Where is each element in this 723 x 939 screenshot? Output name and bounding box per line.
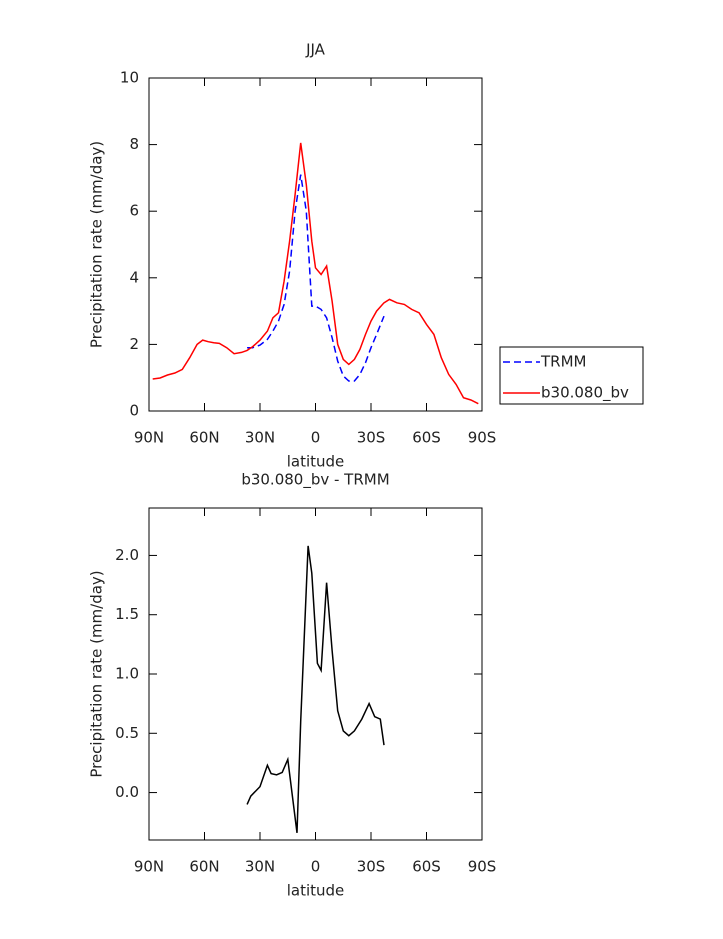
x-tick-label: 60S xyxy=(412,858,441,876)
y-tick-label: 8 xyxy=(129,135,139,153)
legend-label: b30.080_bv xyxy=(541,384,629,403)
x-tick-label: 0 xyxy=(311,429,321,447)
chart-title: JJA xyxy=(305,41,326,59)
legend-label: TRMM xyxy=(540,353,586,371)
x-tick-label: 30S xyxy=(357,429,386,447)
series-line xyxy=(152,142,479,405)
x-tick-label: 90N xyxy=(134,858,164,876)
x-tick-label: 60S xyxy=(412,429,441,447)
plot-frame xyxy=(148,77,483,412)
x-tick-label: 60N xyxy=(189,858,219,876)
x-tick-label: 90N xyxy=(134,429,164,447)
y-tick-label: 6 xyxy=(129,202,139,220)
x-tick-label: 30N xyxy=(245,429,275,447)
chart-title: b30.080_bv - TRMM xyxy=(241,471,389,490)
y-tick-label: 0.0 xyxy=(115,783,139,801)
x-tick-label: 90S xyxy=(468,429,497,447)
x-axis-label: latitude xyxy=(287,453,345,471)
series-line xyxy=(247,174,385,382)
difference-line xyxy=(246,545,385,833)
y-axis-label: Precipitation rate (mm/day) xyxy=(88,570,106,777)
y-tick-label: 4 xyxy=(129,268,139,286)
x-tick-label: 30S xyxy=(357,858,386,876)
y-axis-label: Precipitation rate (mm/day) xyxy=(88,141,106,348)
plot-frame xyxy=(148,507,483,841)
y-tick-label: 0.5 xyxy=(115,724,139,742)
x-tick-label: 60N xyxy=(189,429,219,447)
x-axis-label: latitude xyxy=(287,882,345,900)
y-tick-label: 2 xyxy=(129,335,139,353)
y-tick-label: 2.0 xyxy=(115,546,139,564)
legend-box xyxy=(499,346,644,405)
y-tick-label: 10 xyxy=(120,69,139,87)
y-tick-label: 0 xyxy=(129,402,139,420)
x-tick-label: 30N xyxy=(245,858,275,876)
x-tick-label: 0 xyxy=(311,858,321,876)
y-tick-label: 1.0 xyxy=(115,665,139,683)
y-tick-label: 1.5 xyxy=(115,605,139,623)
x-tick-label: 90S xyxy=(468,858,497,876)
